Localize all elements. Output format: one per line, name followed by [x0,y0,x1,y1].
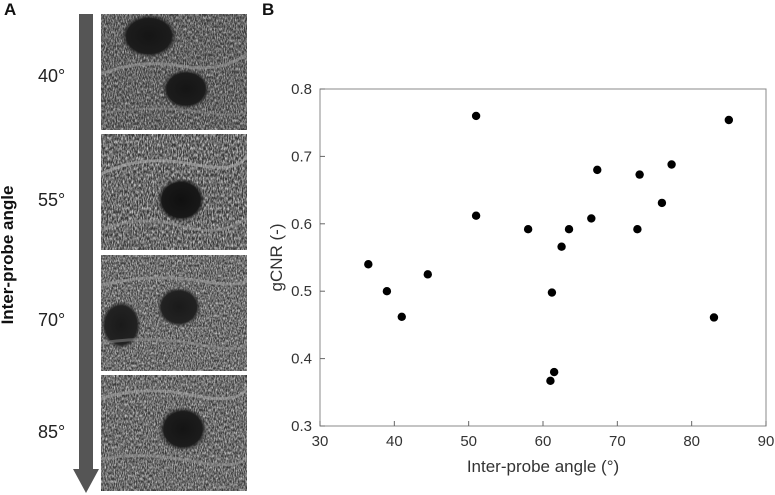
x-tick-label: 90 [758,433,775,450]
ultrasound-image-70 [101,255,247,371]
y-tick-label: 0.5 [291,283,312,300]
angle-arrow-head [73,469,99,493]
x-tick-label: 70 [609,433,626,450]
angle-label-70: 70° [38,310,66,330]
data-point [471,211,481,220]
axis-ticks: 30 40 50 60 70 80 90 0.3 0.4 0.5 0.6 0.7 0.8 [291,81,774,450]
data-point [633,224,642,234]
x-tick-label: 30 [312,433,329,450]
data-point [593,165,602,175]
data-point [546,376,555,386]
data-point [709,313,719,322]
y-tick-label: 0.3 [291,418,312,435]
x-tick-label: 60 [535,433,552,450]
data-points [364,111,734,386]
y-tick-label: 0.8 [291,81,312,98]
gcnr-scatter-chart: 30 40 50 60 70 80 90 0.3 0.4 0.5 0.6 0.7 0.8 Inter-p… [267,81,774,476]
data-point [724,115,734,125]
x-axis-label: Inter-probe angle (°) [467,457,619,476]
data-point [523,224,533,234]
data-point [364,260,373,269]
x-tick-label: 80 [683,433,700,450]
data-point [564,224,574,234]
angle-label-40: 40° [38,66,66,86]
y-axis-label: gCNR (-) [267,224,286,292]
angle-arrow-shaft [79,14,93,469]
panel-a-label: A [4,0,17,19]
ultrasound-image-55 [101,134,247,250]
data-point [382,287,392,296]
ultrasound-image-85 [101,375,247,491]
data-point [657,198,667,208]
data-point [557,242,566,251]
data-point [635,170,644,179]
data-point [667,160,676,169]
y-tick-label: 0.4 [291,351,312,368]
panel-a-axis-label: Inter-probe angle [0,185,17,325]
x-tick-label: 40 [386,433,403,450]
data-point [549,367,559,377]
y-tick-label: 0.6 [291,216,312,233]
data-point [471,111,481,121]
angle-label-85: 85° [38,422,66,442]
ultrasound-image-40 [101,14,247,130]
data-point [423,270,432,279]
data-point [587,214,596,223]
data-point [397,312,406,322]
data-point [547,288,557,297]
x-tick-label: 50 [460,433,477,450]
panel-b-label: B [262,0,275,19]
y-tick-label: 0.7 [291,148,312,165]
angle-label-55: 55° [38,190,66,210]
plot-area [319,88,767,427]
